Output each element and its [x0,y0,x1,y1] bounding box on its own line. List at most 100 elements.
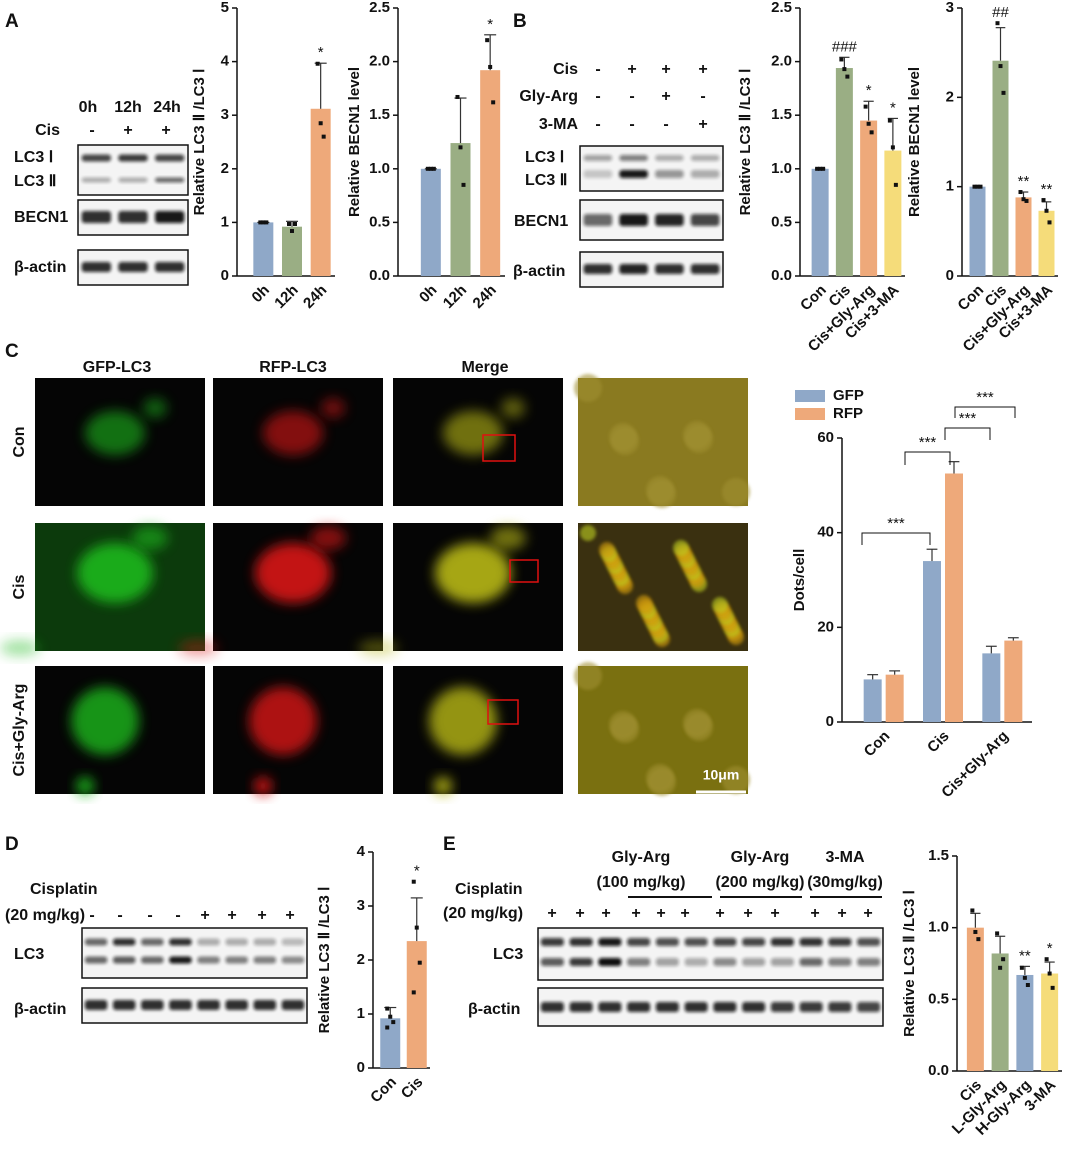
data-point [461,182,466,187]
band [598,1002,622,1012]
band [655,214,684,226]
band [118,177,148,183]
band [598,938,622,946]
band [742,1002,766,1012]
band [857,958,881,966]
band [828,958,852,966]
cell [0,640,40,656]
legend-label: RFP [833,405,863,422]
group-dose: (100 mg/kg) [597,874,686,891]
data-point [411,879,416,884]
band [118,262,148,272]
band [655,938,679,946]
data-point [893,182,898,187]
bracket-label: *** [919,434,937,451]
sign: + [810,905,819,922]
dot [609,423,637,451]
data-point [890,145,895,150]
sign: - [595,88,600,105]
dose-label: (20 mg/kg) [443,905,523,922]
bar [860,120,878,276]
band [118,154,148,162]
data-point [458,145,463,150]
cell [443,411,503,455]
band [583,170,613,178]
blot [537,927,884,981]
band-label: LC3 Ⅰ [525,149,564,166]
row-label: Con [11,426,28,457]
cell [501,398,525,418]
x-tick-label: Con [861,728,894,761]
band-label: β-actin [513,263,565,280]
group-dose: (30mg/kg) [807,874,883,891]
band [169,938,192,946]
data-point [388,1014,393,1019]
band [81,211,111,223]
y-tick-label: 1.5 [771,106,792,123]
band [583,264,613,274]
band [799,938,823,946]
bar [835,68,853,276]
y-tick-label: 1 [946,178,954,195]
blot-frame [537,927,884,981]
sign: + [680,905,689,922]
band [619,214,648,226]
band [118,211,148,223]
blot [537,987,884,1027]
band-label: LC3 Ⅱ [14,173,57,190]
legend-label: GFP [833,387,864,404]
band [81,154,111,162]
significance: * [1047,940,1053,957]
band [828,938,852,946]
data-point [842,67,847,72]
band [627,1002,651,1012]
bar [1016,974,1034,1071]
row-label: 3-MA [539,116,579,133]
cell [255,543,331,603]
cell [490,526,526,550]
sign: + [698,116,707,133]
dot [580,525,596,541]
dot [722,478,750,506]
data-point [818,166,823,171]
significance: * [866,82,872,99]
group-label: Gly-Arg [612,849,671,866]
sign: + [661,88,670,105]
data-point [1022,975,1027,980]
bracket [904,451,951,465]
data-point [863,104,868,109]
dose-label: (20 mg/kg) [5,907,85,924]
band [598,958,622,966]
data-point [391,1020,396,1025]
bar [1015,197,1032,276]
sign: + [661,61,670,78]
band [155,177,185,183]
band [253,956,277,964]
y-tick-label: 5 [221,0,229,16]
sign: + [631,905,640,922]
row-label: Gly-Arg [519,88,578,105]
sign: + [601,905,610,922]
bar [406,941,427,1068]
cell [77,543,153,603]
row-label: Cis [11,574,28,599]
data-point [385,1025,390,1030]
y-tick-label: 2 [357,951,365,968]
band [583,155,613,161]
dot [712,597,728,613]
band [281,938,305,946]
y-tick-label: 0.0 [928,1062,949,1079]
row-label: Cis+Gly-Arg [11,684,28,777]
sign: - [629,88,634,105]
y-tick-label: 1.5 [928,847,949,864]
bar [1038,210,1055,276]
treatment-label: Cisplatin [455,881,523,898]
data-point [821,166,826,171]
sign: + [627,61,636,78]
micrograph [574,374,750,508]
band [655,155,684,161]
row-label: Cis [553,61,578,78]
cell [358,640,398,656]
x-tick-label: 0h [416,282,440,306]
